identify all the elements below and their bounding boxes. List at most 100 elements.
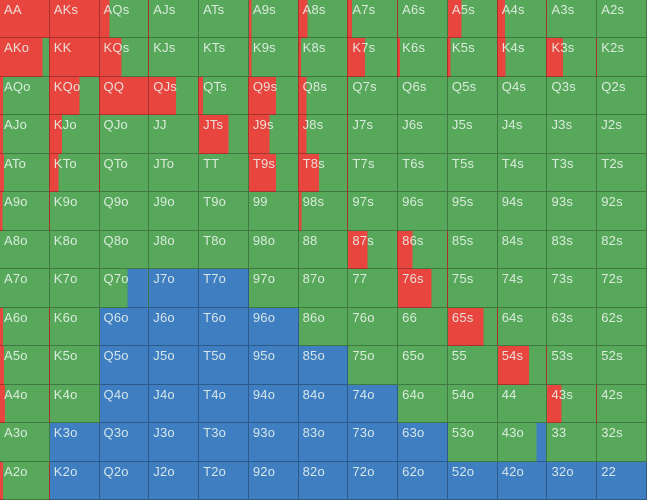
hand-cell-T5o[interactable]: T5o [199, 346, 249, 385]
hand-cell-A5o[interactable]: A5o [0, 346, 50, 385]
hand-cell-J3o[interactable]: J3o [149, 423, 200, 462]
hand-cell-T4o[interactable]: T4o [199, 384, 249, 424]
hand-cell-K4s[interactable]: K4s [497, 38, 548, 77]
hand-cell-76s[interactable]: 76s [398, 269, 448, 308]
hand-cell-93o[interactable]: 93o [248, 423, 299, 462]
hand-cell-86o[interactable]: 86o [298, 307, 349, 347]
hand-cell-T6o[interactable]: T6o [199, 307, 249, 347]
hand-cell-Q5o[interactable]: Q5o [99, 346, 150, 385]
hand-cell-62s[interactable]: 62s [597, 307, 647, 347]
hand-cell-T5s[interactable]: T5s [447, 153, 498, 193]
hand-cell-K2o[interactable]: K2o [49, 461, 100, 500]
hand-cell-92s[interactable]: 92s [597, 192, 647, 231]
hand-cell-T7s[interactable]: T7s [348, 153, 399, 193]
hand-cell-53o[interactable]: 53o [447, 423, 498, 462]
hand-cell-A6s[interactable]: A6s [398, 0, 448, 39]
hand-cell-A8s[interactable]: A8s [298, 0, 349, 39]
hand-cell-T6s[interactable]: T6s [398, 153, 448, 193]
hand-cell-J7s[interactable]: J7s [348, 115, 399, 154]
hand-cell-T7o[interactable]: T7o [199, 269, 249, 308]
hand-cell-65s[interactable]: 65s [447, 307, 498, 347]
hand-cell-T8o[interactable]: T8o [199, 230, 249, 270]
hand-cell-AA[interactable]: AA [0, 0, 50, 39]
hand-cell-85o[interactable]: 85o [298, 346, 349, 385]
hand-cell-Q3o[interactable]: Q3o [99, 423, 150, 462]
hand-cell-75s[interactable]: 75s [447, 269, 498, 308]
hand-cell-63o[interactable]: 63o [398, 423, 448, 462]
hand-cell-QTo[interactable]: QTo [99, 153, 150, 193]
hand-cell-A3s[interactable]: A3s [547, 0, 598, 39]
hand-cell-52o[interactable]: 52o [447, 461, 498, 500]
hand-cell-J7o[interactable]: J7o [149, 269, 200, 308]
hand-cell-JTs[interactable]: JTs [199, 115, 249, 154]
hand-cell-TT[interactable]: TT [199, 153, 249, 193]
hand-cell-AJo[interactable]: AJo [0, 115, 50, 154]
hand-cell-JTo[interactable]: JTo [149, 153, 200, 193]
hand-cell-QQ[interactable]: QQ [99, 76, 150, 116]
hand-cell-T9s[interactable]: T9s [248, 153, 299, 193]
hand-cell-A9s[interactable]: A9s [248, 0, 299, 39]
hand-cell-K3s[interactable]: K3s [547, 38, 598, 77]
hand-cell-AKs[interactable]: AKs [49, 0, 100, 39]
hand-cell-32s[interactable]: 32s [597, 423, 647, 462]
hand-cell-KTs[interactable]: KTs [199, 38, 249, 77]
hand-cell-72o[interactable]: 72o [348, 461, 399, 500]
hand-cell-93s[interactable]: 93s [547, 192, 598, 231]
hand-cell-97o[interactable]: 97o [248, 269, 299, 308]
hand-cell-K6o[interactable]: K6o [49, 307, 100, 347]
hand-cell-K6s[interactable]: K6s [398, 38, 448, 77]
hand-cell-A2o[interactable]: A2o [0, 461, 50, 500]
hand-cell-88[interactable]: 88 [298, 230, 349, 270]
hand-cell-J8o[interactable]: J8o [149, 230, 200, 270]
hand-cell-99[interactable]: 99 [248, 192, 299, 231]
hand-cell-AQs[interactable]: AQs [99, 0, 150, 39]
hand-cell-64s[interactable]: 64s [497, 307, 548, 347]
hand-cell-ATo[interactable]: ATo [0, 153, 50, 193]
hand-cell-A7o[interactable]: A7o [0, 269, 50, 308]
hand-cell-ATs[interactable]: ATs [199, 0, 249, 39]
hand-cell-98o[interactable]: 98o [248, 230, 299, 270]
hand-cell-Q8s[interactable]: Q8s [298, 76, 349, 116]
hand-cell-87o[interactable]: 87o [298, 269, 349, 308]
hand-cell-Q5s[interactable]: Q5s [447, 76, 498, 116]
hand-cell-73o[interactable]: 73o [348, 423, 399, 462]
hand-cell-J4s[interactable]: J4s [497, 115, 548, 154]
hand-cell-J9o[interactable]: J9o [149, 192, 200, 231]
hand-cell-42s[interactable]: 42s [597, 384, 647, 424]
hand-cell-A9o[interactable]: A9o [0, 192, 50, 231]
hand-cell-62o[interactable]: 62o [398, 461, 448, 500]
hand-cell-72s[interactable]: 72s [597, 269, 647, 308]
hand-cell-94s[interactable]: 94s [497, 192, 548, 231]
hand-cell-95o[interactable]: 95o [248, 346, 299, 385]
hand-cell-K9s[interactable]: K9s [248, 38, 299, 77]
hand-cell-82o[interactable]: 82o [298, 461, 349, 500]
hand-cell-K2s[interactable]: K2s [597, 38, 647, 77]
hand-cell-85s[interactable]: 85s [447, 230, 498, 270]
hand-cell-J9s[interactable]: J9s [248, 115, 299, 154]
hand-cell-K7o[interactable]: K7o [49, 269, 100, 308]
hand-cell-A7s[interactable]: A7s [348, 0, 399, 39]
hand-cell-KK[interactable]: KK [49, 38, 100, 77]
hand-cell-Q4o[interactable]: Q4o [99, 384, 150, 424]
hand-cell-74o[interactable]: 74o [348, 384, 399, 424]
hand-cell-K3o[interactable]: K3o [49, 423, 100, 462]
hand-cell-JJ[interactable]: JJ [149, 115, 200, 154]
hand-cell-22[interactable]: 22 [597, 461, 647, 500]
hand-cell-55[interactable]: 55 [447, 346, 498, 385]
hand-cell-K5s[interactable]: K5s [447, 38, 498, 77]
hand-cell-A8o[interactable]: A8o [0, 230, 50, 270]
hand-cell-Q6s[interactable]: Q6s [398, 76, 448, 116]
hand-cell-54s[interactable]: 54s [497, 346, 548, 385]
hand-cell-QJs[interactable]: QJs [149, 76, 200, 116]
hand-cell-A6o[interactable]: A6o [0, 307, 50, 347]
hand-cell-J6s[interactable]: J6s [398, 115, 448, 154]
hand-cell-77[interactable]: 77 [348, 269, 399, 308]
hand-cell-83s[interactable]: 83s [547, 230, 598, 270]
hand-cell-A3o[interactable]: A3o [0, 423, 50, 462]
hand-cell-Q7s[interactable]: Q7s [348, 76, 399, 116]
hand-cell-65o[interactable]: 65o [398, 346, 448, 385]
hand-cell-A2s[interactable]: A2s [597, 0, 647, 39]
hand-cell-KQs[interactable]: KQs [99, 38, 150, 77]
hand-cell-T3o[interactable]: T3o [199, 423, 249, 462]
hand-cell-94o[interactable]: 94o [248, 384, 299, 424]
